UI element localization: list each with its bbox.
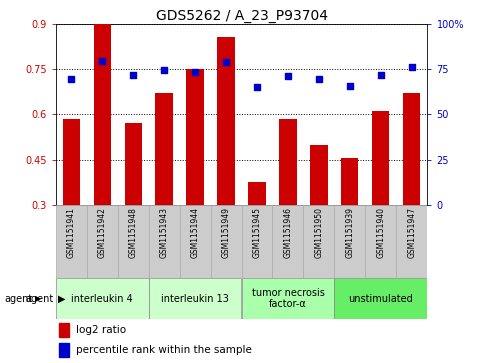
Bar xyxy=(366,205,397,278)
Point xyxy=(129,72,137,78)
Bar xyxy=(334,205,366,278)
Text: tumor necrosis
factor-α: tumor necrosis factor-α xyxy=(252,288,325,309)
Point xyxy=(160,67,168,73)
Bar xyxy=(86,205,117,278)
Text: GSM1151944: GSM1151944 xyxy=(190,207,199,258)
Bar xyxy=(280,119,297,205)
Text: GSM1151943: GSM1151943 xyxy=(159,207,169,258)
Bar xyxy=(149,278,242,319)
Bar xyxy=(94,24,111,205)
Text: GSM1151942: GSM1151942 xyxy=(98,207,107,258)
Bar xyxy=(59,323,69,338)
Bar xyxy=(403,93,421,205)
Text: unstimulated: unstimulated xyxy=(349,294,413,303)
Text: interleukin 4: interleukin 4 xyxy=(71,294,133,303)
Point xyxy=(67,76,75,82)
Text: log2 ratio: log2 ratio xyxy=(76,325,126,335)
Point xyxy=(315,76,323,82)
Text: GSM1151948: GSM1151948 xyxy=(128,207,138,258)
Bar xyxy=(117,205,149,278)
Bar xyxy=(56,205,86,278)
Bar xyxy=(156,93,172,205)
Point xyxy=(284,73,292,79)
Point xyxy=(346,83,354,89)
Title: GDS5262 / A_23_P93704: GDS5262 / A_23_P93704 xyxy=(156,9,327,23)
Bar xyxy=(242,205,272,278)
Text: interleukin 13: interleukin 13 xyxy=(161,294,229,303)
Text: GSM1151950: GSM1151950 xyxy=(314,207,324,258)
Text: percentile rank within the sample: percentile rank within the sample xyxy=(76,345,252,355)
Point xyxy=(98,58,106,64)
Bar xyxy=(272,205,303,278)
Bar xyxy=(334,278,427,319)
Bar xyxy=(59,343,69,357)
Text: agent: agent xyxy=(5,294,33,303)
Text: agent: agent xyxy=(25,294,53,303)
Point xyxy=(222,59,230,65)
Text: GSM1151945: GSM1151945 xyxy=(253,207,261,258)
Text: GSM1151941: GSM1151941 xyxy=(67,207,75,258)
Text: GSM1151949: GSM1151949 xyxy=(222,207,230,258)
Text: GSM1151947: GSM1151947 xyxy=(408,207,416,258)
Bar xyxy=(341,158,358,205)
Bar xyxy=(397,205,427,278)
Text: ▶: ▶ xyxy=(58,294,66,303)
Bar xyxy=(311,144,327,205)
Text: GSM1151940: GSM1151940 xyxy=(376,207,385,258)
Text: GSM1151946: GSM1151946 xyxy=(284,207,293,258)
Bar xyxy=(180,205,211,278)
Bar xyxy=(303,205,334,278)
Text: ▶: ▶ xyxy=(35,294,41,303)
Text: GSM1151939: GSM1151939 xyxy=(345,207,355,258)
Bar xyxy=(248,182,266,205)
Bar xyxy=(186,69,203,205)
Point xyxy=(191,69,199,75)
Bar xyxy=(62,119,80,205)
Bar xyxy=(125,123,142,205)
Bar xyxy=(372,111,389,205)
Bar xyxy=(149,205,180,278)
Bar xyxy=(211,205,242,278)
Point xyxy=(408,64,416,70)
Bar xyxy=(217,37,235,205)
Bar xyxy=(56,278,149,319)
Bar xyxy=(242,278,334,319)
Point xyxy=(377,72,385,78)
Point xyxy=(253,84,261,90)
